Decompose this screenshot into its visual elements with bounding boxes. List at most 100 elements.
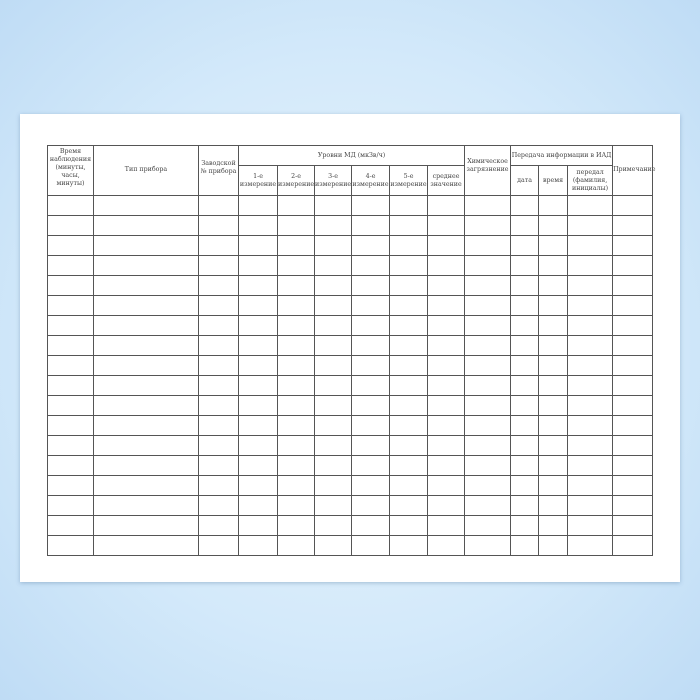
- table-cell[interactable]: [510, 315, 540, 336]
- table-cell[interactable]: [198, 315, 239, 336]
- table-cell[interactable]: [314, 255, 352, 276]
- table-cell[interactable]: [567, 355, 614, 376]
- table-cell[interactable]: [389, 195, 428, 216]
- table-cell[interactable]: [538, 215, 569, 236]
- table-cell[interactable]: [510, 355, 540, 376]
- table-cell[interactable]: [538, 195, 569, 216]
- table-cell[interactable]: [538, 415, 569, 436]
- table-cell[interactable]: [510, 535, 540, 556]
- table-cell[interactable]: [567, 455, 614, 476]
- table-cell[interactable]: [389, 215, 428, 236]
- table-cell[interactable]: [464, 535, 512, 556]
- table-cell[interactable]: [464, 435, 512, 456]
- table-cell[interactable]: [314, 515, 352, 536]
- table-cell[interactable]: [351, 195, 390, 216]
- table-cell[interactable]: [538, 275, 569, 296]
- table-cell[interactable]: [464, 375, 512, 396]
- table-cell[interactable]: [538, 435, 569, 456]
- table-cell[interactable]: [510, 235, 540, 256]
- table-cell[interactable]: [47, 435, 94, 456]
- table-cell[interactable]: [538, 315, 569, 336]
- table-cell[interactable]: [612, 415, 654, 436]
- table-cell[interactable]: [93, 495, 199, 516]
- table-cell[interactable]: [612, 475, 654, 496]
- table-cell[interactable]: [47, 335, 94, 356]
- table-cell[interactable]: [567, 315, 614, 336]
- table-cell[interactable]: [567, 215, 614, 236]
- table-cell[interactable]: [389, 475, 428, 496]
- table-cell[interactable]: [510, 375, 540, 396]
- table-cell[interactable]: [612, 355, 654, 376]
- table-cell[interactable]: [238, 455, 278, 476]
- table-cell[interactable]: [426, 235, 466, 256]
- table-cell[interactable]: [510, 215, 540, 236]
- table-cell[interactable]: [426, 455, 466, 476]
- table-cell[interactable]: [510, 295, 540, 316]
- table-cell[interactable]: [612, 515, 654, 536]
- table-cell[interactable]: [538, 535, 569, 556]
- table-cell[interactable]: [612, 255, 654, 276]
- table-cell[interactable]: [47, 415, 94, 436]
- table-cell[interactable]: [277, 475, 315, 496]
- table-cell[interactable]: [198, 475, 239, 496]
- table-cell[interactable]: [567, 515, 614, 536]
- table-cell[interactable]: [389, 275, 428, 296]
- table-cell[interactable]: [93, 355, 199, 376]
- table-cell[interactable]: [612, 315, 654, 336]
- table-cell[interactable]: [314, 535, 352, 556]
- table-cell[interactable]: [464, 255, 512, 276]
- table-cell[interactable]: [314, 215, 352, 236]
- table-cell[interactable]: [238, 495, 278, 516]
- table-cell[interactable]: [277, 215, 315, 236]
- table-cell[interactable]: [351, 215, 390, 236]
- table-cell[interactable]: [198, 235, 239, 256]
- table-cell[interactable]: [93, 515, 199, 536]
- table-cell[interactable]: [351, 415, 390, 436]
- table-cell[interactable]: [47, 535, 94, 556]
- table-cell[interactable]: [93, 415, 199, 436]
- table-cell[interactable]: [93, 375, 199, 396]
- table-cell[interactable]: [314, 335, 352, 356]
- table-cell[interactable]: [314, 275, 352, 296]
- table-cell[interactable]: [277, 195, 315, 216]
- table-cell[interactable]: [47, 275, 94, 296]
- table-cell[interactable]: [351, 255, 390, 276]
- table-cell[interactable]: [510, 435, 540, 456]
- table-cell[interactable]: [567, 435, 614, 456]
- table-cell[interactable]: [277, 395, 315, 416]
- table-cell[interactable]: [238, 435, 278, 456]
- table-cell[interactable]: [612, 335, 654, 356]
- table-cell[interactable]: [351, 355, 390, 376]
- table-cell[interactable]: [426, 495, 466, 516]
- table-cell[interactable]: [612, 275, 654, 296]
- table-cell[interactable]: [464, 335, 512, 356]
- table-cell[interactable]: [47, 215, 94, 236]
- table-cell[interactable]: [238, 375, 278, 396]
- table-cell[interactable]: [612, 535, 654, 556]
- table-cell[interactable]: [93, 275, 199, 296]
- table-cell[interactable]: [464, 315, 512, 336]
- table-cell[interactable]: [277, 415, 315, 436]
- table-cell[interactable]: [351, 335, 390, 356]
- table-cell[interactable]: [351, 295, 390, 316]
- table-cell[interactable]: [389, 455, 428, 476]
- table-cell[interactable]: [567, 195, 614, 216]
- table-cell[interactable]: [510, 395, 540, 416]
- table-cell[interactable]: [426, 475, 466, 496]
- table-cell[interactable]: [47, 235, 94, 256]
- table-cell[interactable]: [238, 415, 278, 436]
- table-cell[interactable]: [314, 195, 352, 216]
- table-cell[interactable]: [93, 335, 199, 356]
- table-cell[interactable]: [389, 495, 428, 516]
- table-cell[interactable]: [612, 195, 654, 216]
- table-cell[interactable]: [389, 235, 428, 256]
- table-cell[interactable]: [314, 435, 352, 456]
- table-cell[interactable]: [277, 495, 315, 516]
- table-cell[interactable]: [538, 335, 569, 356]
- table-cell[interactable]: [351, 275, 390, 296]
- table-cell[interactable]: [567, 495, 614, 516]
- table-cell[interactable]: [464, 215, 512, 236]
- table-cell[interactable]: [351, 315, 390, 336]
- table-cell[interactable]: [351, 515, 390, 536]
- table-cell[interactable]: [238, 275, 278, 296]
